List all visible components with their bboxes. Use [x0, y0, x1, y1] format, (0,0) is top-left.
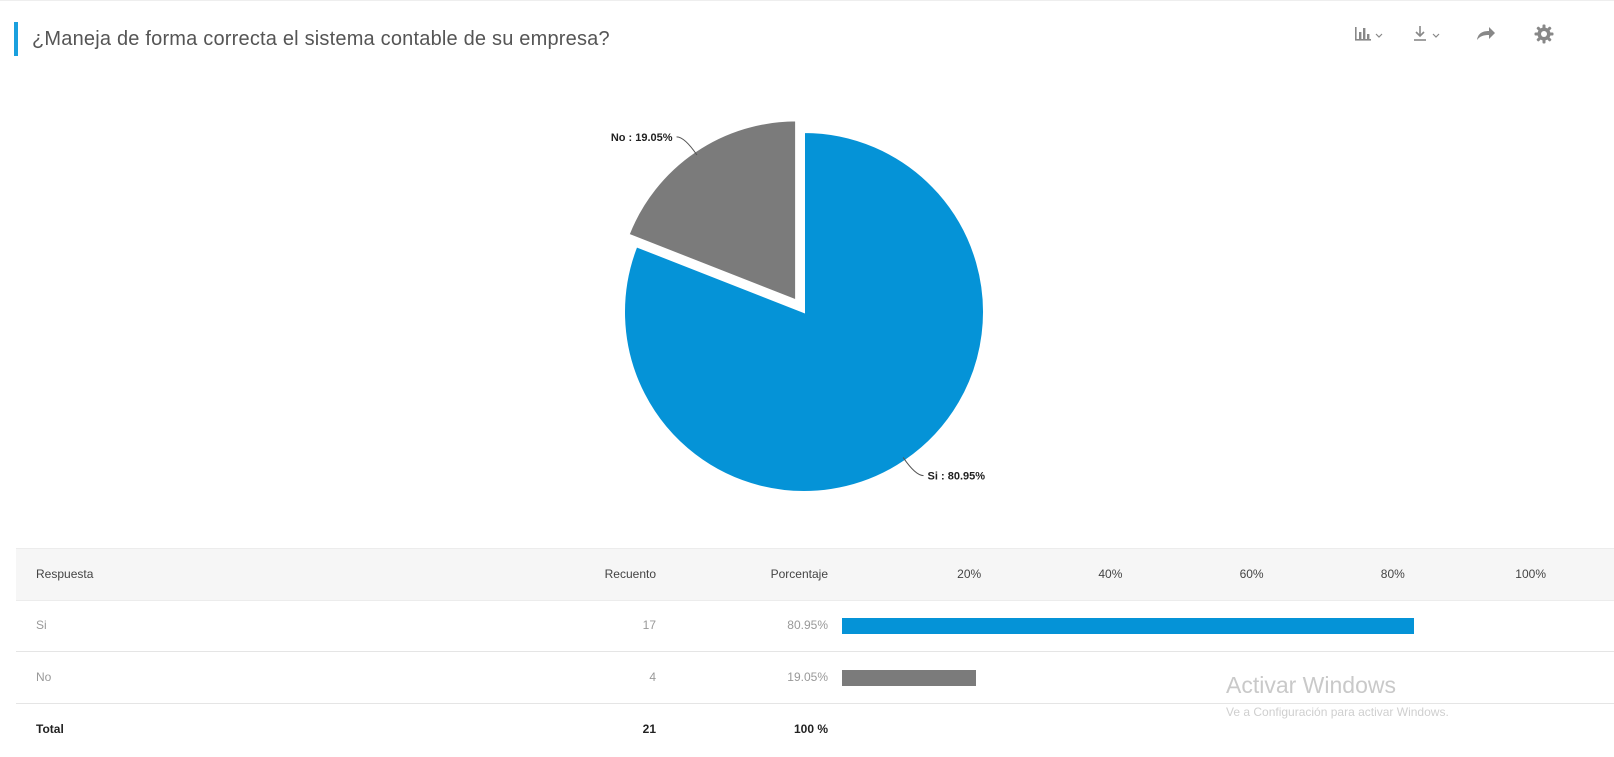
- axis-tick-label: 40%: [1098, 567, 1123, 581]
- pie-label-si: Si : 80.95%: [928, 471, 986, 483]
- chart-type-button[interactable]: [1350, 18, 1390, 50]
- chart-toolbar: [1350, 18, 1564, 50]
- count-value: 17: [642, 618, 656, 632]
- pie-leader-line: [676, 136, 698, 156]
- title-accent-bar: [14, 22, 18, 56]
- total-label: Total: [36, 722, 64, 736]
- total-count: 21: [642, 722, 656, 736]
- windows-activation-title: Activar Windows: [1226, 672, 1396, 698]
- count-value: 4: [649, 670, 656, 684]
- question-title: ¿Maneja de forma correcta el sistema con…: [32, 28, 610, 50]
- percentage-bar-no: [842, 670, 977, 686]
- answer-label: No: [36, 670, 52, 684]
- gear-icon: [1534, 24, 1554, 44]
- column-header-porcentaje: Porcentaje: [770, 567, 828, 581]
- top-divider: [0, 0, 1614, 1]
- share-button[interactable]: [1466, 18, 1506, 50]
- pie-chart: Si : 80.95% No : 19.05%: [611, 119, 986, 493]
- column-header-recuento: Recuento: [604, 567, 656, 581]
- answer-label: Si: [36, 618, 47, 632]
- pie-leader-line: [902, 457, 924, 477]
- percent-value: 19.05%: [787, 670, 828, 684]
- table-header-row: Respuesta Recuento Porcentaje 20% 40% 60…: [16, 548, 1614, 601]
- settings-button[interactable]: [1524, 18, 1564, 50]
- percent-value: 80.95%: [787, 618, 828, 632]
- total-percent: 100 %: [793, 722, 828, 736]
- table-row: Si 17 80.95%: [16, 600, 1614, 652]
- axis-tick-label: 100%: [1515, 567, 1546, 581]
- download-button[interactable]: [1408, 18, 1448, 50]
- axis-tick-label: 60%: [1239, 567, 1264, 581]
- column-header-respuesta: Respuesta: [36, 567, 94, 581]
- download-icon: [1414, 26, 1440, 41]
- bar-chart-icon: [1355, 27, 1383, 41]
- table-total-row: Total 21 100 %: [16, 704, 1614, 755]
- axis-tick-label: 20%: [957, 567, 982, 581]
- table-row: No 4 19.05%: [16, 652, 1614, 704]
- windows-activation-subtitle: Ve a Configuración para activar Windows.: [1226, 705, 1449, 719]
- share-icon: [1477, 27, 1495, 40]
- pie-label-no: No : 19.05%: [611, 132, 673, 144]
- percentage-bar-si: [842, 618, 1414, 634]
- axis-tick-label: 80%: [1380, 567, 1405, 581]
